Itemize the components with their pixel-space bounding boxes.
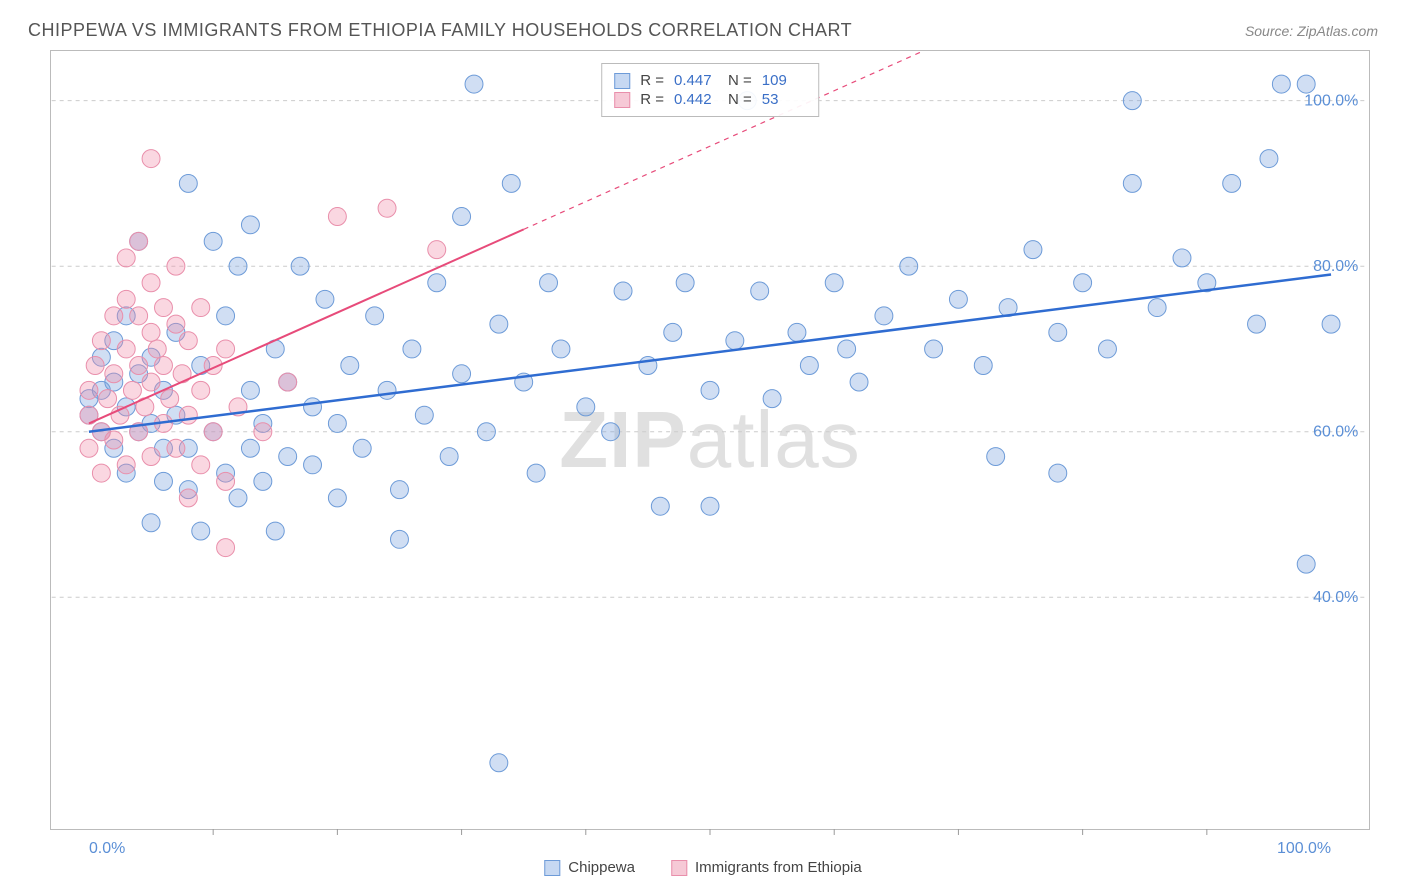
swatch-series2 [614, 92, 630, 108]
legend-label-series2: Immigrants from Ethiopia [695, 859, 862, 876]
legend-swatch-series1 [544, 860, 560, 876]
chart-svg: 40.0%60.0%80.0%100.0%0.0%100.0% [51, 51, 1369, 829]
svg-text:100.0%: 100.0% [1304, 93, 1358, 110]
chart-title: CHIPPEWA VS IMMIGRANTS FROM ETHIOPIA FAM… [28, 20, 852, 41]
legend-label-series1: Chippewa [568, 859, 635, 876]
source-cite: Source: ZipAtlas.com [1245, 23, 1378, 39]
stats-legend: R = 0.447 N = 109 R = 0.442 N = 53 [601, 63, 819, 117]
legend-item-series2: Immigrants from Ethiopia [671, 859, 862, 876]
bottom-legend: Chippewa Immigrants from Ethiopia [544, 859, 861, 876]
legend-swatch-series2 [671, 860, 687, 876]
svg-text:60.0%: 60.0% [1313, 424, 1358, 441]
stats-row-series2: R = 0.442 N = 53 [614, 91, 806, 108]
svg-text:80.0%: 80.0% [1313, 258, 1358, 275]
legend-item-series1: Chippewa [544, 859, 635, 876]
svg-text:40.0%: 40.0% [1313, 589, 1358, 606]
svg-text:100.0%: 100.0% [1277, 840, 1331, 857]
plot-area: ZIPatlas 40.0%60.0%80.0%100.0%0.0%100.0%… [50, 50, 1370, 830]
svg-text:0.0%: 0.0% [89, 840, 125, 857]
stats-row-series1: R = 0.447 N = 109 [614, 72, 806, 89]
swatch-series1 [614, 73, 630, 89]
